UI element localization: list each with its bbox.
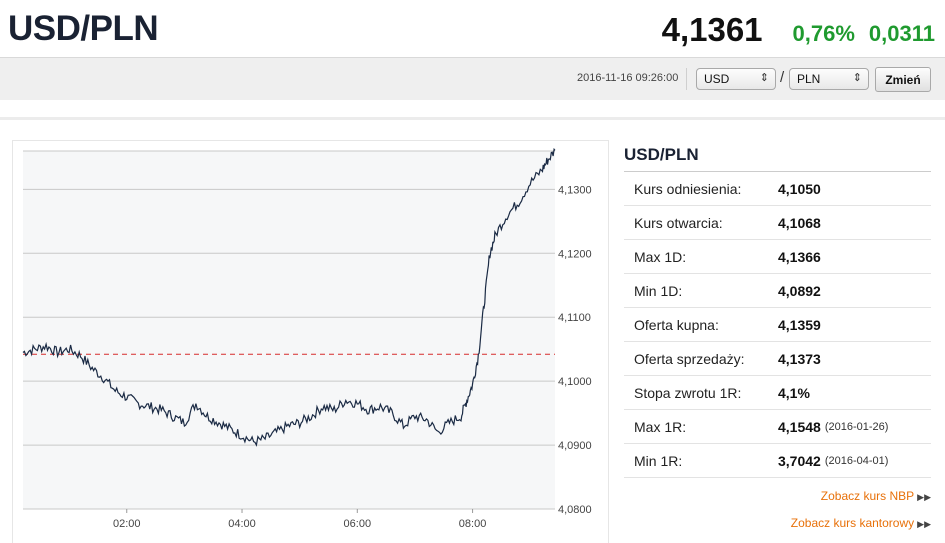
related-links: Zobacz kurs NBP ▶▶ Zobacz kurs kantorowy ▶▶ bbox=[624, 489, 931, 543]
stats-panel-title: USD/PLN bbox=[624, 143, 931, 172]
section-divider bbox=[0, 100, 945, 120]
stats-label: Kurs otwarcia: bbox=[634, 214, 723, 231]
plot-area bbox=[23, 151, 555, 509]
stats-label: Max 1D: bbox=[634, 248, 687, 265]
stats-row: Stopa zwrotu 1R: 4,1% bbox=[624, 376, 931, 410]
base-currency-select[interactable]: USD ⇕ bbox=[696, 68, 776, 90]
stats-date: (2016-01-26) bbox=[824, 420, 889, 433]
currency-separator: / bbox=[780, 69, 785, 86]
stats-value: 4,1359 bbox=[778, 316, 821, 333]
stats-row: Kurs odniesienia: 4,1050 bbox=[624, 172, 931, 206]
stats-value: 4,1% bbox=[778, 384, 810, 401]
y-tick-label: 4,0800 bbox=[558, 504, 592, 516]
base-currency-value: USD bbox=[704, 72, 730, 86]
exchange-office-rate-link[interactable]: Zobacz kurs kantorowy ▶▶ bbox=[624, 516, 931, 543]
stats-value: 4,1050 bbox=[778, 180, 821, 197]
y-tick-label: 4,1300 bbox=[558, 184, 592, 196]
change-button[interactable]: Zmień bbox=[875, 67, 931, 92]
double-triangle-right-icon: ▶▶ bbox=[917, 519, 931, 529]
stats-row: Min 1R: 3,7042 (2016-04-01) bbox=[624, 444, 931, 478]
x-tick-label: 04:00 bbox=[228, 518, 256, 530]
y-tick-label: 4,1000 bbox=[558, 376, 592, 388]
quote-header: USD/PLN 4,1361 0,76% 0,0311 bbox=[0, 0, 945, 57]
stats-row: Max 1D: 4,1366 bbox=[624, 240, 931, 274]
stats-label: Min 1R: bbox=[634, 452, 683, 469]
stats-label: Max 1R: bbox=[634, 418, 687, 435]
quote-currency-value: PLN bbox=[797, 72, 821, 86]
x-tick-label: 02:00 bbox=[113, 518, 141, 530]
stats-row: Oferta kupna: 4,1359 bbox=[624, 308, 931, 342]
change-percent: 0,76% bbox=[792, 21, 855, 46]
stats-row: Kurs otwarcia: 4,1068 bbox=[624, 206, 931, 240]
price-chart[interactable]: 4,0800 4,0900 4,1000 4,1100 4,1200 4,1300 02:0… bbox=[12, 140, 609, 543]
stats-row: Max 1R: 4,1548 (2016-01-26) bbox=[624, 410, 931, 444]
price-line bbox=[22, 147, 556, 447]
x-tick-label: 08:00 bbox=[459, 518, 487, 530]
stats-label: Min 1D: bbox=[634, 282, 683, 299]
quote-summary: 4,1361 0,76% 0,0311 bbox=[662, 11, 935, 49]
price-chart-svg: 4,0800 4,0900 4,1000 4,1100 4,1200 4,1300 02:0… bbox=[22, 147, 592, 530]
stats-row: Min 1D: 4,0892 bbox=[624, 274, 931, 308]
select-arrows-icon: ⇕ bbox=[852, 72, 862, 84]
stats-label: Kurs odniesienia: bbox=[634, 180, 742, 197]
quote-timestamp: 2016-11-16 09:26:00 bbox=[577, 72, 679, 84]
stats-value: 4,1068 bbox=[778, 214, 821, 231]
link-label: Zobacz kurs kantorowy bbox=[790, 516, 915, 530]
currency-toolbar: 2016-11-16 09:26:00 USD ⇕ / PLN ⇕ Zmień bbox=[0, 57, 945, 100]
stats-value: 4,0892 bbox=[778, 282, 821, 299]
change-absolute: 0,0311 bbox=[868, 21, 935, 46]
stats-value: 4,1548 bbox=[778, 418, 821, 435]
link-label: Zobacz kurs NBP bbox=[820, 489, 915, 503]
quote-currency-select[interactable]: PLN ⇕ bbox=[789, 68, 869, 90]
toolbar-divider bbox=[686, 68, 687, 90]
stats-label: Oferta sprzedaży: bbox=[634, 350, 745, 367]
y-tick-label: 4,1100 bbox=[558, 312, 591, 324]
stats-label: Stopa zwrotu 1R: bbox=[634, 384, 742, 401]
stats-row: Oferta sprzedaży: 4,1373 bbox=[624, 342, 931, 376]
double-triangle-right-icon: ▶▶ bbox=[917, 492, 931, 502]
stats-label: Oferta kupna: bbox=[634, 316, 719, 333]
stats-date: (2016-04-01) bbox=[824, 454, 889, 467]
select-arrows-icon: ⇕ bbox=[759, 72, 769, 84]
stats-value: 4,1373 bbox=[778, 350, 821, 367]
x-tick-label: 06:00 bbox=[344, 518, 372, 530]
current-price: 4,1361 bbox=[661, 11, 763, 48]
stats-panel: USD/PLN Kurs odniesienia: 4,1050 Kurs otwa… bbox=[624, 143, 931, 478]
page-title: USD/PLN bbox=[8, 9, 159, 48]
y-tick-label: 4,0900 bbox=[558, 440, 592, 452]
stats-value: 4,1366 bbox=[778, 248, 821, 265]
y-tick-label: 4,1200 bbox=[558, 248, 592, 260]
stats-value: 3,7042 bbox=[778, 452, 821, 469]
nbp-rate-link[interactable]: Zobacz kurs NBP ▶▶ bbox=[624, 489, 931, 516]
